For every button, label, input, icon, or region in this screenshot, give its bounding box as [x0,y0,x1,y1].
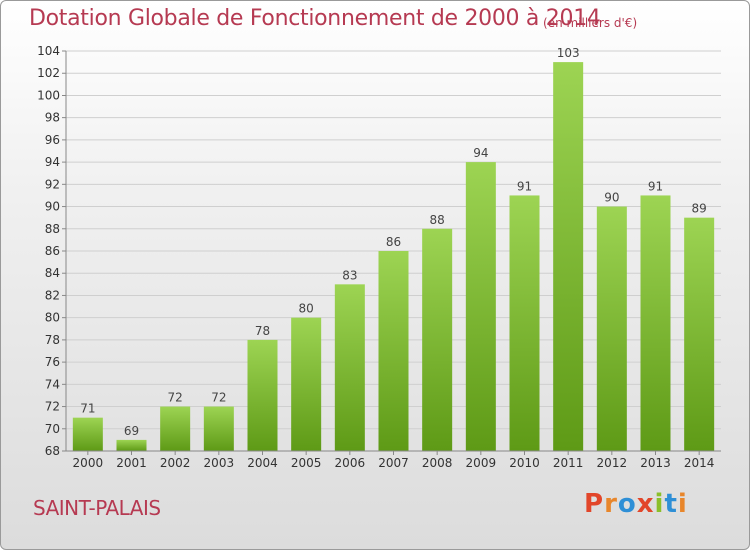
logo-letter: x [636,489,655,519]
chart-title: Dotation Globale de Fonctionnement de 20… [29,6,601,31]
x-tick-label: 2013 [640,456,671,470]
x-tick-label: 2003 [204,456,235,470]
x-tick-label: 2005 [291,456,322,470]
bar-value-label: 83 [342,268,357,282]
logo-letter: i [677,489,688,519]
bar-value-label: 91 [517,179,532,193]
x-tick-label: 2012 [597,456,628,470]
y-tick-label: 72 [45,400,60,414]
y-tick-label: 68 [45,444,60,458]
unit-label: (en milliers d'€) [543,16,638,30]
y-tick-label: 82 [45,288,60,302]
y-tick-label: 96 [45,133,60,147]
x-tick-label: 2010 [509,456,540,470]
bar-value-label: 72 [168,391,183,405]
logo-letter: o [617,489,637,519]
x-tick-label: 2007 [378,456,409,470]
y-tick-label: 92 [45,177,60,191]
y-tick-label: 94 [45,155,60,169]
bar [640,195,671,451]
commune-name: SAINT-PALAIS [33,496,161,520]
logo-letter: i [654,489,665,519]
bar-value-label: 69 [124,424,139,438]
bar-value-label: 89 [692,202,707,216]
y-tick-label: 88 [45,222,60,236]
x-tick-label: 2002 [160,456,191,470]
y-tick-label: 86 [45,244,60,258]
axes: 68 70 72 74 76 78 80 82 84 86 88 90 92 94 96 98 100 102 10… [37,44,721,470]
bar-value-label: 71 [80,402,95,416]
y-tick-label: 104 [37,44,60,58]
bar [203,406,234,451]
bar [116,439,147,451]
bar [72,417,103,451]
bar-value-label: 103 [557,46,580,60]
bar [422,228,453,451]
x-tick-label: 2004 [247,456,278,470]
y-tick-label: 76 [45,355,60,369]
x-tick-label: 2009 [466,456,497,470]
y-tick-label: 90 [45,200,60,214]
y-tick-label: 84 [45,266,60,280]
x-tick-label: 2006 [335,456,366,470]
bar [378,251,409,451]
logo-letter: P [584,489,605,519]
y-tick-label: 100 [37,88,60,102]
x-tick-label: 2014 [684,456,715,470]
y-tick-label: 70 [45,422,60,436]
bar-value-label: 94 [473,146,488,160]
logo-letter: t [664,489,678,519]
bar [596,206,627,451]
y-tick-label: 74 [45,377,60,391]
bar-value-label: 88 [430,213,445,227]
bar-value-label: 80 [299,302,314,316]
bar [509,195,540,451]
y-tick-label: 80 [45,311,60,325]
y-tick-label: 78 [45,333,60,347]
proxiti-logo: Proxiti [584,489,688,519]
bars: 71 69 72 72 78 80 83 86 88 94 91 103 90 91 89 [72,46,715,451]
y-tick-label: 98 [45,111,60,125]
x-tick-label: 2011 [553,456,584,470]
bar [291,317,322,451]
y-tick-label: 102 [37,66,60,80]
bar-value-label: 90 [604,191,619,205]
bar [247,339,278,451]
bar [684,217,715,451]
logo-letter: r [604,489,618,519]
bar [334,284,365,451]
x-tick-label: 2008 [422,456,453,470]
bar-value-label: 78 [255,324,270,338]
x-tick-label: 2000 [73,456,104,470]
bar [465,162,496,451]
bar-value-label: 86 [386,235,401,249]
bar [160,406,191,451]
bar-value-label: 91 [648,179,663,193]
bar [553,62,584,451]
x-tick-label: 2001 [116,456,147,470]
bar-value-label: 72 [211,391,226,405]
